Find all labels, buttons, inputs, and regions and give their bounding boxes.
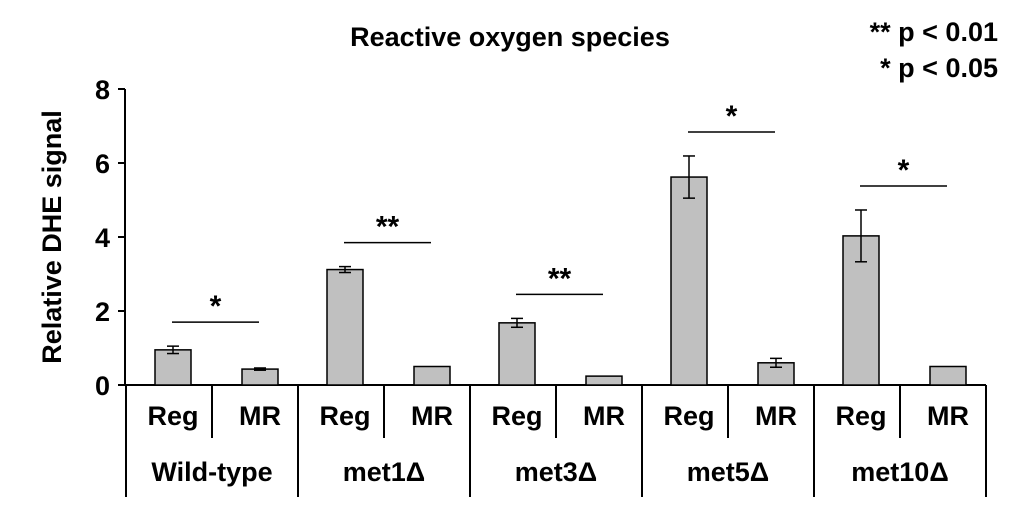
group-label: met5Δ — [687, 457, 769, 487]
bar-category-label: MR — [583, 401, 625, 431]
group-label: Wild-type — [151, 457, 272, 487]
significance-marker: ** — [376, 211, 400, 244]
bar-category-label: MR — [239, 401, 281, 431]
bar-category-label: Reg — [491, 401, 542, 431]
y-tick-label: 4 — [95, 223, 110, 253]
bar-category-label: MR — [927, 401, 969, 431]
bar — [154, 349, 192, 386]
bar — [585, 375, 623, 386]
bar-category-label: MR — [411, 401, 453, 431]
bar-category-label: MR — [755, 401, 797, 431]
group-label: met10Δ — [851, 457, 948, 487]
y-tick-label: 8 — [95, 75, 110, 105]
bar — [241, 368, 279, 386]
significance-marker: * — [726, 100, 738, 133]
bar — [929, 365, 967, 386]
y-tick-label: 2 — [95, 297, 110, 327]
y-axis-label: Relative DHE signal — [37, 110, 67, 364]
bar-category-label: Reg — [147, 401, 198, 431]
significance-marker: ** — [548, 262, 572, 295]
y-tick-label: 6 — [95, 149, 110, 179]
bar — [413, 365, 451, 386]
group-label: met1Δ — [343, 457, 425, 487]
significance-marker: * — [898, 154, 910, 187]
bar-category-label: Reg — [319, 401, 370, 431]
legend-line-1: ** p < 0.01 — [870, 17, 998, 47]
legend-line-2: * p < 0.05 — [880, 53, 998, 83]
bar — [498, 322, 536, 386]
chart-title: Reactive oxygen species — [350, 22, 670, 52]
bar — [670, 176, 708, 386]
group-label: met3Δ — [515, 457, 597, 487]
significance-marker: * — [210, 290, 222, 323]
bar — [326, 268, 364, 386]
bar-category-label: Reg — [663, 401, 714, 431]
bar-category-label: Reg — [835, 401, 886, 431]
y-tick-label: 0 — [95, 371, 110, 401]
